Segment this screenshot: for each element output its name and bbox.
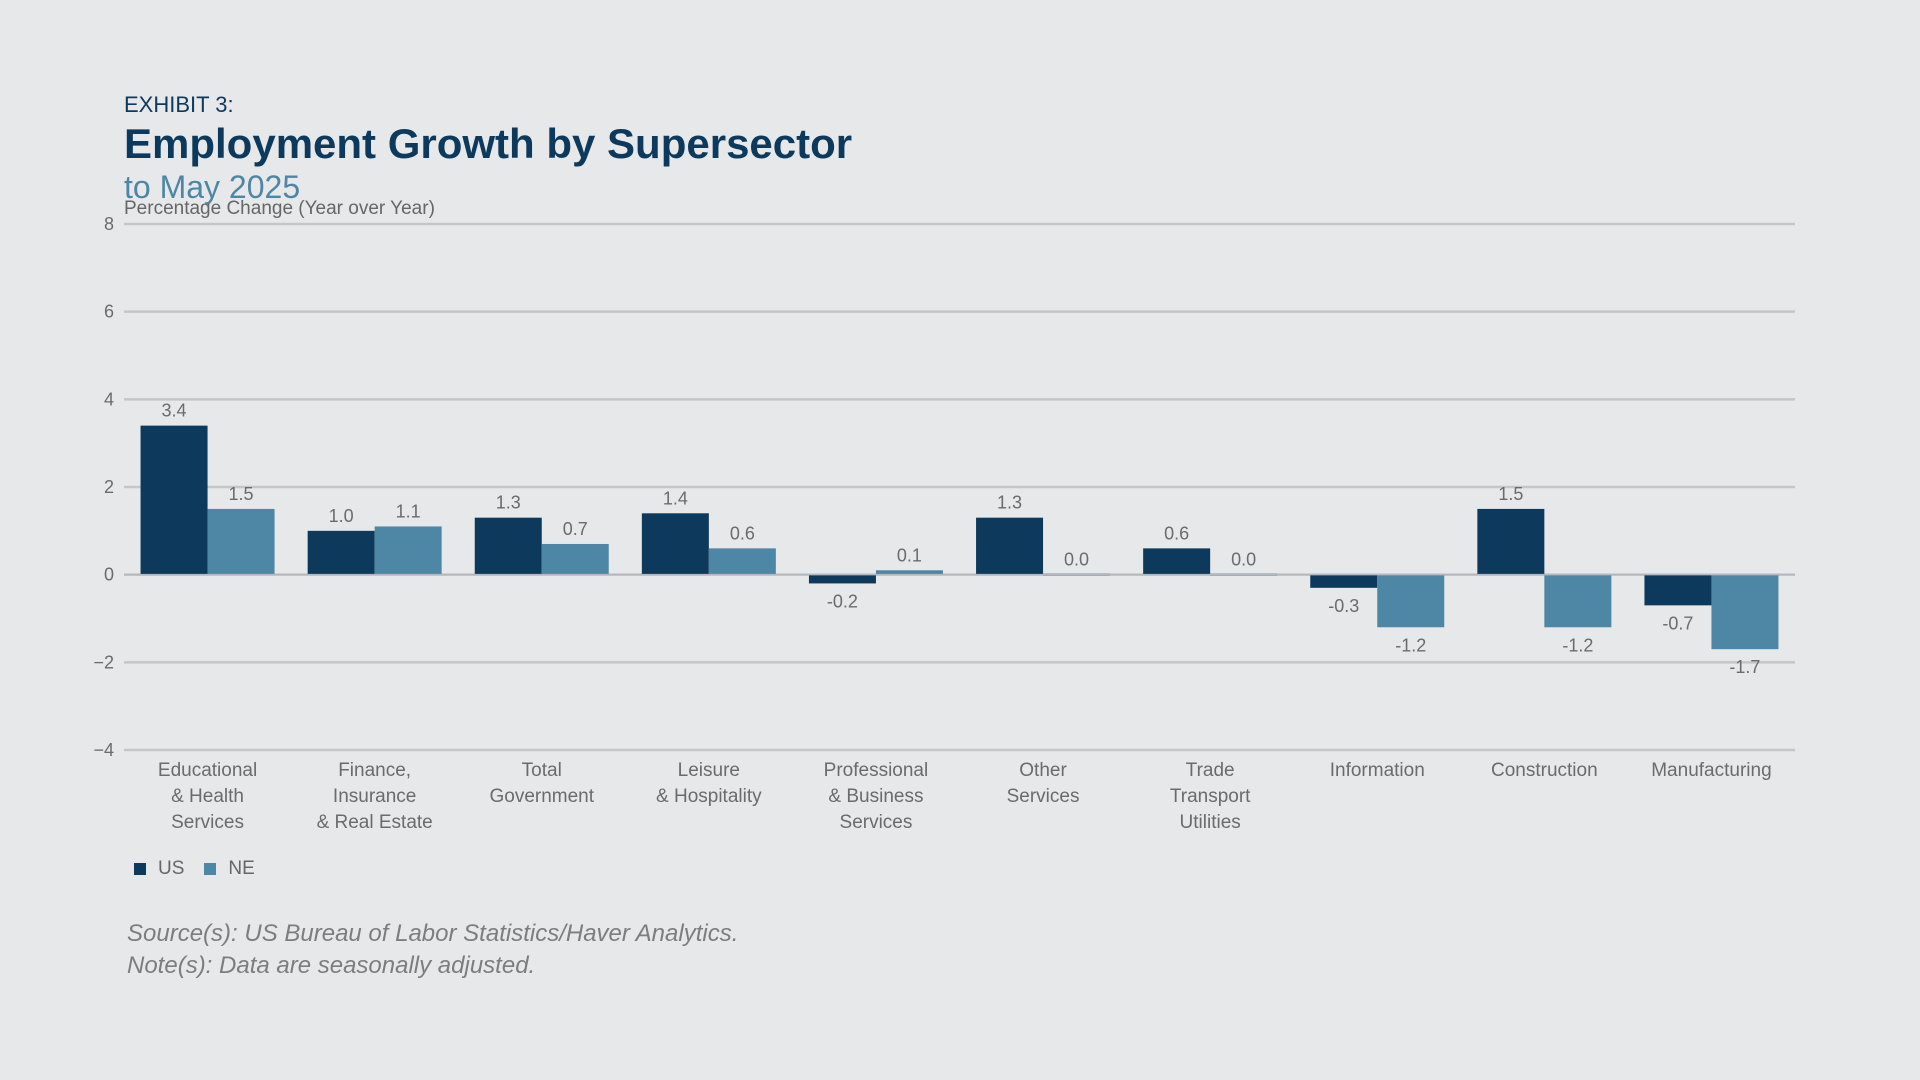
x-tick-label: Services	[840, 812, 913, 833]
legend-label-us: US	[158, 858, 185, 879]
legend-item-us: US	[134, 858, 184, 880]
bar-ne	[708, 548, 776, 575]
data-label: -0.2	[827, 591, 858, 611]
bar-us	[140, 425, 208, 575]
bar-us	[307, 530, 375, 575]
bar-us	[1644, 574, 1712, 606]
footnotes: Source(s): US Bureau of Labor Statistics…	[127, 918, 738, 982]
bar-us	[1477, 508, 1545, 575]
legend-swatch-ne	[204, 863, 217, 875]
legend-swatch-us	[134, 863, 146, 875]
bar-us	[1310, 574, 1378, 588]
x-tick-label: Information	[1330, 760, 1425, 781]
bar-us	[641, 513, 709, 575]
bar-us	[474, 517, 542, 575]
x-tick-label: & Health	[171, 786, 244, 807]
chart-header: EXHIBIT 3: Employment Growth by Supersec…	[124, 92, 852, 206]
data-label: 0.6	[730, 523, 755, 543]
x-tick-label: Other	[1019, 760, 1067, 781]
bar-ne	[374, 526, 442, 575]
x-tick-label: Finance,	[338, 760, 411, 781]
data-label: -0.7	[1662, 613, 1693, 633]
data-label: 1.1	[396, 501, 421, 521]
x-tick-label: Leisure	[678, 760, 740, 781]
x-tick-label: Transport	[1170, 786, 1251, 807]
x-tick-label: Construction	[1491, 760, 1598, 781]
y-tick-label: 8	[104, 214, 114, 234]
legend-label-ne: NE	[228, 858, 255, 879]
bar-us	[976, 517, 1044, 575]
x-tick-label: Total	[522, 760, 562, 781]
x-tick-label: & Real Estate	[317, 812, 433, 833]
y-axis-label: Percentage Change (Year over Year)	[124, 198, 435, 219]
bar-ne	[875, 570, 943, 575]
y-tick-label: 4	[104, 389, 114, 409]
x-tick-label: Educational	[158, 760, 257, 781]
data-label: 1.3	[496, 493, 521, 513]
chart-title: Employment Growth by Supersector	[124, 120, 853, 167]
x-tick-label: Insurance	[333, 786, 416, 807]
x-tick-label: Services	[1007, 786, 1080, 807]
x-tick-label: Trade	[1186, 760, 1235, 781]
x-tick-label: Utilities	[1180, 812, 1241, 833]
chart-subtitle: to May 2025	[124, 169, 301, 205]
y-tick-label: −4	[93, 740, 114, 760]
data-label: -1.2	[1562, 635, 1593, 655]
data-label: 0.7	[563, 519, 588, 539]
x-tick-label: Manufacturing	[1651, 760, 1771, 781]
data-label: -1.2	[1395, 635, 1426, 655]
bar-ne	[207, 508, 275, 575]
data-label: 0.6	[1164, 523, 1189, 543]
data-note: Note(s): Data are seasonally adjusted.	[127, 952, 536, 979]
bar-us	[1143, 548, 1211, 575]
data-label: -1.7	[1729, 657, 1760, 677]
source-note: Source(s): US Bureau of Labor Statistics…	[127, 920, 739, 947]
bar-us	[808, 574, 876, 584]
x-tick-label: & Hospitality	[656, 786, 762, 807]
data-label: 0.1	[897, 545, 922, 565]
data-label: -0.3	[1328, 596, 1359, 616]
x-tick-label: & Business	[828, 786, 923, 807]
legend-item-ne: NE	[204, 858, 255, 880]
x-tick-label: Government	[489, 786, 594, 807]
y-tick-label: 0	[104, 565, 114, 585]
data-label: 1.3	[997, 493, 1022, 513]
bar-ne	[1711, 574, 1779, 650]
data-label: 1.5	[229, 484, 254, 504]
data-label: 1.4	[663, 488, 688, 508]
data-label: 0.0	[1064, 550, 1089, 570]
bar-ne	[1544, 574, 1612, 628]
data-label: 1.5	[1498, 484, 1523, 504]
data-label: 3.4	[162, 401, 187, 421]
x-tick-label: Professional	[824, 760, 929, 781]
x-tick-label: Services	[171, 812, 244, 833]
exhibit-label: EXHIBIT 3:	[124, 92, 234, 117]
y-tick-label: 6	[104, 302, 114, 322]
bar-ne	[541, 543, 609, 575]
y-tick-label: −2	[93, 652, 114, 672]
bar-ne	[1377, 574, 1445, 628]
legend: US NE	[134, 858, 265, 880]
data-label: 0.0	[1231, 550, 1256, 570]
y-tick-label: 2	[104, 477, 114, 497]
data-label: 1.0	[329, 506, 354, 526]
